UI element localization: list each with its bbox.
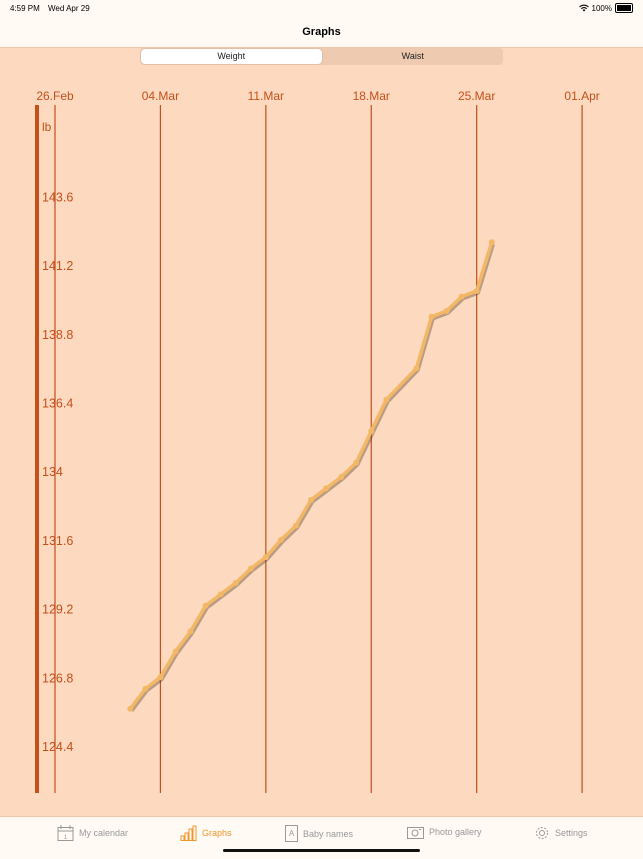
y-axis-label: lb — [42, 120, 52, 134]
tab-baby-names[interactable]: A Baby names — [285, 825, 353, 842]
y-tick-label: 141.2 — [42, 259, 73, 273]
x-tick-label: 11.Mar — [248, 89, 284, 103]
segmented-control: Weight Waist — [140, 48, 503, 65]
svg-text:A: A — [289, 829, 295, 838]
y-axis-bar — [35, 105, 39, 793]
tab-label: Graphs — [202, 828, 232, 838]
series-line-shadow — [130, 243, 495, 712]
data-point — [488, 239, 495, 246]
tab-bar: 1 My calendar Graphs A Baby names Photo … — [0, 816, 643, 859]
home-indicator — [223, 849, 420, 852]
series-line — [128, 241, 494, 710]
tab-photo-gallery[interactable]: Photo gallery — [407, 825, 482, 839]
bar-chart-icon — [180, 825, 197, 841]
data-point — [277, 536, 284, 543]
camera-icon — [407, 827, 424, 839]
data-point — [338, 473, 345, 480]
y-tick-label: 136.4 — [42, 397, 73, 411]
y-tick-label: 138.8 — [42, 328, 73, 342]
x-tick-label: 25.Mar — [458, 89, 495, 103]
segment-weight[interactable]: Weight — [141, 49, 322, 64]
data-point — [172, 648, 179, 655]
battery-icon — [615, 3, 633, 13]
y-tick-label: 126.8 — [42, 671, 73, 685]
tab-label: Photo gallery — [429, 827, 482, 837]
data-point — [473, 287, 480, 294]
tab-label: My calendar — [79, 828, 129, 838]
data-point — [217, 591, 224, 598]
data-point — [443, 307, 450, 314]
data-point — [428, 313, 435, 320]
status-date: Wed Apr 29 — [48, 4, 90, 13]
nav-bar: Graphs — [0, 16, 643, 48]
wifi-icon — [578, 4, 589, 12]
x-tick-label: 01.Apr — [564, 89, 599, 103]
data-point — [368, 428, 375, 435]
document-a-icon: A — [285, 825, 298, 842]
data-point — [232, 579, 239, 586]
data-point — [157, 674, 164, 681]
data-point — [383, 396, 390, 403]
battery-percent: 100% — [591, 3, 612, 13]
tab-label: Baby names — [303, 828, 354, 839]
tab-graphs[interactable]: Graphs — [180, 825, 232, 841]
y-tick-label: 143.6 — [42, 190, 73, 204]
data-point — [323, 485, 330, 492]
data-point — [142, 685, 149, 692]
calendar-icon: 1 — [57, 825, 74, 841]
data-point — [202, 602, 209, 609]
y-tick-label: 131.6 — [42, 534, 73, 548]
page-title: Graphs — [302, 26, 341, 38]
data-point — [127, 705, 134, 712]
x-tick-label: 18.Mar — [353, 89, 390, 103]
data-point — [308, 496, 315, 503]
tab-settings[interactable]: Settings — [534, 825, 588, 841]
segment-waist[interactable]: Waist — [401, 51, 424, 61]
data-point — [413, 365, 420, 372]
y-tick-label: 129.2 — [42, 603, 73, 617]
data-point — [458, 293, 465, 300]
data-point — [247, 565, 254, 572]
gear-icon — [536, 827, 548, 839]
data-point — [292, 522, 299, 529]
x-tick-label: 26.Feb — [36, 89, 74, 103]
data-point — [262, 554, 269, 561]
tab-label: Settings — [555, 828, 588, 838]
data-point — [187, 628, 194, 635]
tab-my-calendar[interactable]: 1 My calendar — [57, 825, 128, 841]
status-time: 4:59 PM — [10, 4, 40, 13]
y-tick-label: 134 — [42, 465, 63, 479]
x-tick-label: 04.Mar — [142, 89, 179, 103]
status-bar: 4:59 PM Wed Apr 29 100% — [0, 0, 643, 16]
data-point — [353, 459, 360, 466]
y-tick-label: 124.4 — [42, 740, 73, 754]
weight-chart: lb 26.Feb 04.Mar 11.Mar 18.Mar 25.Mar 01.Apr 12… — [35, 89, 600, 793]
svg-text:1: 1 — [64, 835, 68, 841]
